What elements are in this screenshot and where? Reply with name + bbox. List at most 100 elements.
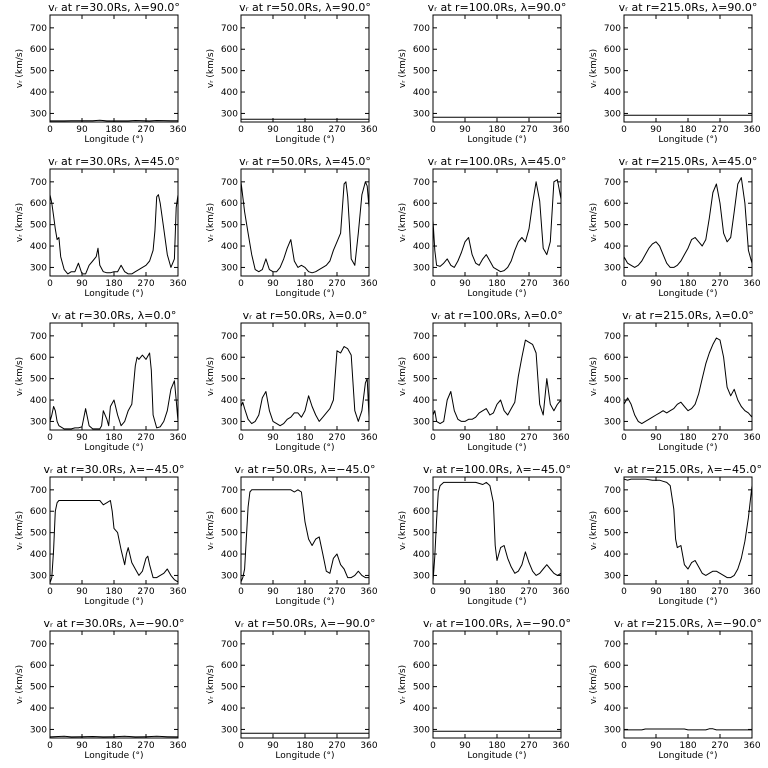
y-tick-label: 500	[30, 67, 47, 77]
y-axis-label: vᵣ (km/s)	[398, 511, 408, 550]
y-tick-label: 600	[30, 45, 47, 55]
series-line	[623, 478, 753, 579]
y-tick-label: 600	[30, 661, 47, 671]
y-axis-label: vᵣ (km/s)	[15, 357, 25, 396]
y-tick-label: 400	[30, 550, 47, 560]
plot-frame	[432, 168, 562, 277]
panel-title: vᵣ at r=30.0Rs, λ=−45.0°	[44, 463, 185, 476]
x-tick-label: 270	[137, 125, 154, 135]
x-tick-label: 90	[76, 741, 88, 751]
y-tick-label: 300	[30, 725, 47, 735]
y-tick-label: 400	[604, 704, 621, 714]
y-tick-label: 400	[221, 550, 238, 560]
y-tick-label: 700	[604, 332, 621, 342]
panel: vᵣ at r=50.0Rs, λ=−90.0° 0 90 180 270 360 300 4…	[206, 617, 378, 761]
x-tick-label: 270	[328, 279, 345, 289]
x-tick-label: 270	[711, 741, 728, 751]
y-tick-label: 300	[221, 417, 238, 427]
plot-frame	[49, 14, 179, 123]
series-line	[432, 339, 562, 425]
y-tick-label: 500	[413, 683, 430, 693]
y-tick-label: 300	[604, 417, 621, 427]
x-axis-label: Longitude (°)	[658, 135, 717, 145]
panel-title: vᵣ at r=215.0Rs, λ=−90.0°	[614, 617, 762, 630]
x-tick-label: 360	[743, 125, 760, 135]
x-axis-label: Longitude (°)	[84, 135, 143, 145]
y-axis-label: vᵣ (km/s)	[15, 511, 25, 550]
panel-title: vᵣ at r=100.0Rs, λ=−45.0°	[423, 463, 571, 476]
plot-frame	[240, 630, 370, 739]
y-tick-label: 300	[30, 263, 47, 273]
x-tick-label: 360	[360, 741, 377, 751]
y-tick-label: 600	[221, 353, 238, 363]
panel-title: vᵣ at r=215.0Rs, λ=0.0°	[622, 309, 754, 322]
y-tick-label: 600	[30, 507, 47, 517]
series-line	[49, 194, 179, 275]
y-axis-label: vᵣ (km/s)	[589, 357, 599, 396]
y-axis-label: vᵣ (km/s)	[206, 665, 216, 704]
x-tick-label: 360	[743, 433, 760, 443]
x-axis-label: Longitude (°)	[275, 597, 334, 607]
plot-frame	[432, 322, 562, 431]
y-tick-label: 400	[30, 88, 47, 98]
x-tick-label: 180	[296, 741, 313, 751]
x-tick-label: 360	[743, 587, 760, 597]
y-axis-label: vᵣ (km/s)	[589, 203, 599, 242]
plot-frame	[49, 476, 179, 585]
x-tick-label: 180	[105, 587, 122, 597]
panel: vᵣ at r=50.0Rs, λ=0.0° 0 90 180 270 360 300 400…	[206, 309, 378, 453]
x-tick-label: 0	[238, 125, 244, 135]
y-tick-label: 500	[30, 529, 47, 539]
x-tick-label: 180	[488, 741, 505, 751]
x-tick-label: 90	[459, 433, 471, 443]
x-tick-label: 360	[743, 741, 760, 751]
series-line	[49, 500, 179, 584]
x-tick-label: 270	[520, 279, 537, 289]
panel: vᵣ at r=50.0Rs, λ=90.0° 0 90 180 270 360 300 40…	[206, 1, 378, 145]
y-tick-label: 400	[413, 88, 430, 98]
y-tick-label: 600	[221, 45, 238, 55]
x-tick-label: 180	[296, 125, 313, 135]
x-tick-label: 360	[169, 433, 186, 443]
y-tick-label: 700	[413, 178, 430, 188]
x-axis-label: Longitude (°)	[658, 597, 717, 607]
x-tick-label: 270	[328, 587, 345, 597]
y-tick-label: 700	[221, 24, 238, 34]
panel-title: vᵣ at r=50.0Rs, λ=0.0°	[243, 309, 368, 322]
panel-title: vᵣ at r=50.0Rs, λ=90.0°	[239, 1, 371, 14]
panel: vᵣ at r=50.0Rs, λ=45.0° 0 90 180 270 360 300 40…	[206, 155, 378, 299]
y-tick-label: 300	[604, 263, 621, 273]
y-tick-label: 700	[30, 24, 47, 34]
y-tick-label: 600	[221, 199, 238, 209]
x-tick-label: 180	[296, 587, 313, 597]
x-tick-label: 0	[430, 587, 436, 597]
y-tick-label: 700	[604, 640, 621, 650]
panel: vᵣ at r=50.0Rs, λ=−45.0° 0 90 180 270 360 300 4…	[206, 463, 378, 607]
y-tick-label: 600	[221, 661, 238, 671]
x-tick-label: 180	[679, 433, 696, 443]
panel: vᵣ at r=100.0Rs, λ=−45.0° 0 90 180 270 360 300…	[398, 463, 571, 607]
y-tick-label: 400	[413, 704, 430, 714]
y-tick-label: 400	[221, 88, 238, 98]
plot-frame	[623, 14, 753, 123]
x-tick-label: 360	[360, 587, 377, 597]
y-tick-label: 600	[604, 507, 621, 517]
x-tick-label: 0	[430, 125, 436, 135]
x-tick-label: 0	[47, 125, 53, 135]
x-tick-label: 360	[360, 125, 377, 135]
y-tick-label: 700	[604, 486, 621, 496]
y-tick-label: 300	[604, 571, 621, 581]
x-tick-label: 0	[430, 279, 436, 289]
x-tick-label: 0	[430, 741, 436, 751]
y-tick-label: 300	[413, 263, 430, 273]
y-tick-label: 300	[221, 263, 238, 273]
panel-title: vᵣ at r=215.0Rs, λ=−45.0°	[614, 463, 762, 476]
panel-title: vᵣ at r=30.0Rs, λ=90.0°	[48, 1, 180, 14]
panel: vᵣ at r=100.0Rs, λ=45.0° 0 90 180 270 360 300 4…	[398, 155, 570, 299]
x-tick-label: 180	[679, 125, 696, 135]
y-axis-label: vᵣ (km/s)	[398, 49, 408, 88]
x-axis-label: Longitude (°)	[658, 443, 717, 453]
x-axis-label: Longitude (°)	[275, 289, 334, 299]
x-axis-label: Longitude (°)	[467, 597, 526, 607]
